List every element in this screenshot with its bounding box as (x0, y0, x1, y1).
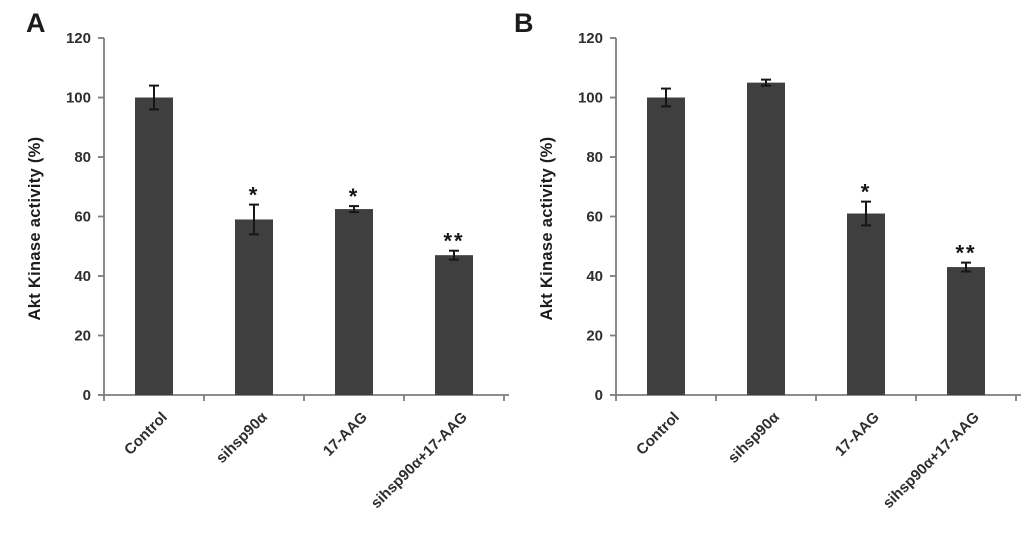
bar-2 (335, 209, 373, 395)
y-axis-title: Akt Kinase activity (%) (26, 137, 44, 321)
significance-marker-1: * (249, 183, 260, 208)
y-tick-label-100: 100 (578, 90, 603, 107)
y-tick-label-60: 60 (586, 209, 603, 226)
x-category-label-0: Control (633, 409, 683, 459)
significance-marker-2: * (349, 184, 360, 209)
x-category-label-2: 17-AAG (320, 409, 371, 460)
bar-2 (847, 213, 885, 395)
significance-marker-2: * (861, 180, 872, 205)
panel-b: B 0 20 40 60 80 100 120 Control sihsp90α * 17-AAG *… (512, 0, 1024, 536)
bar-1 (235, 219, 273, 395)
y-tick-label-120: 120 (578, 30, 603, 47)
panel-a-letter: A (26, 8, 46, 38)
y-tick-label-40: 40 (74, 268, 91, 285)
y-tick-label-0: 0 (83, 387, 91, 404)
bar-chart-panel-b: 0 20 40 60 80 100 120 Control sihsp90α * 17-AAG ** s… (538, 30, 1021, 512)
y-axis-title: Akt Kinase activity (%) (538, 137, 556, 321)
panel-a: A 0 20 40 60 80 100 120 Control * sihsp90α * 17-AAG… (26, 8, 509, 512)
bar-0 (135, 97, 173, 395)
y-tick-label-60: 60 (74, 209, 91, 226)
x-category-label-1: sihsp90α (725, 408, 784, 467)
y-tick-label-100: 100 (66, 90, 91, 107)
x-category-label-2: 17-AAG (832, 409, 883, 460)
x-category-label-3: sihsp90α+17-AAG (880, 409, 983, 512)
bar-chart-panel-a: 0 20 40 60 80 100 120 Control * sihsp90α * 17-AAG **… (26, 30, 509, 512)
significance-marker-3: ** (443, 229, 464, 254)
x-category-label-0: Control (121, 409, 171, 459)
y-tick-label-20: 20 (586, 328, 603, 345)
x-category-label-1: sihsp90α (213, 408, 272, 467)
bar-0 (647, 97, 685, 395)
panel-b-letter: B (514, 8, 534, 38)
y-tick-label-80: 80 (586, 149, 603, 166)
significance-marker-3: ** (955, 241, 976, 266)
y-tick-label-0: 0 (595, 387, 603, 404)
y-tick-label-40: 40 (586, 268, 603, 285)
x-category-label-3: sihsp90α+17-AAG (368, 409, 471, 512)
y-tick-label-120: 120 (66, 30, 91, 47)
bar-3 (435, 255, 473, 395)
bar-1 (747, 82, 785, 395)
y-tick-label-80: 80 (74, 149, 91, 166)
y-tick-label-20: 20 (74, 328, 91, 345)
bar-3 (947, 267, 985, 395)
